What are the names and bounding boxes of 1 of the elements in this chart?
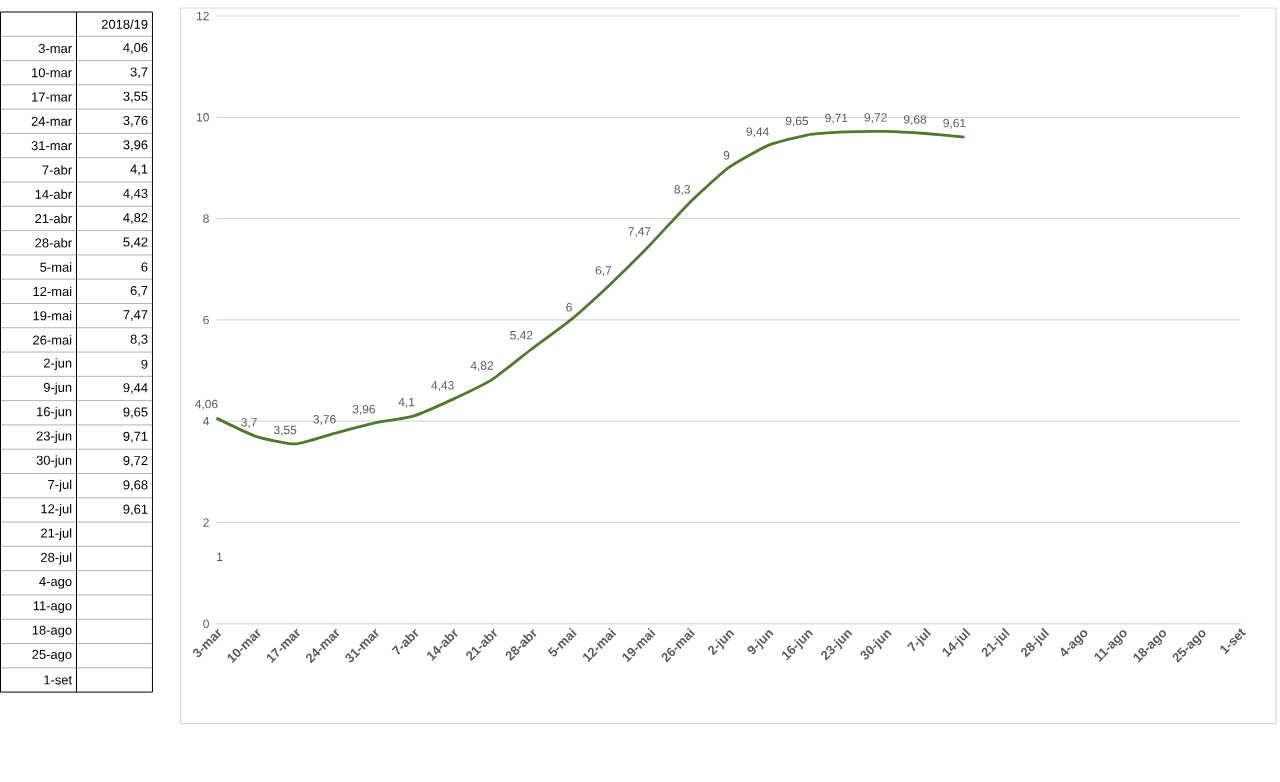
line-series xyxy=(215,130,966,446)
